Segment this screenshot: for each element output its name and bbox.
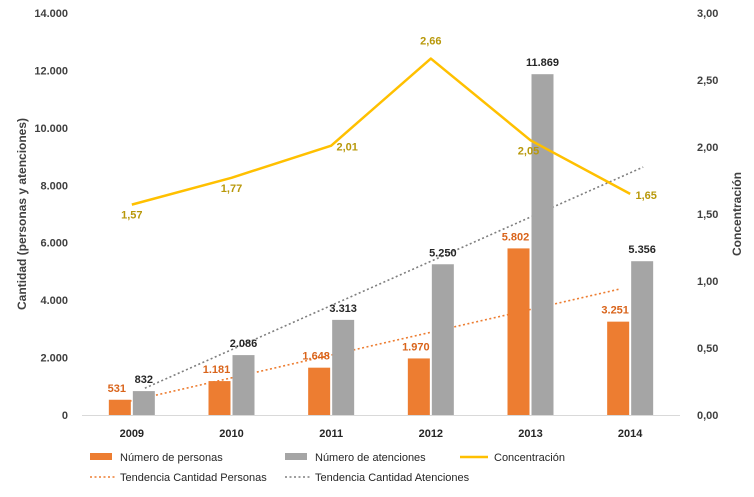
data-label-atenciones: 11.869 (526, 57, 559, 69)
legend-label: Número de atenciones (315, 452, 426, 464)
bar-atenciones (232, 355, 255, 415)
data-label-personas: 5.802 (502, 231, 530, 243)
legend-swatch (285, 453, 307, 460)
data-label-concentracion: 2,01 (336, 142, 357, 154)
y-left-tick-label: 4.000 (40, 295, 68, 307)
bar-personas (407, 358, 430, 415)
bars (108, 74, 654, 416)
x-tick-label: 2012 (419, 428, 443, 440)
data-label-atenciones: 5.356 (628, 244, 656, 256)
data-labels: 531 832 1.181 2.086 1.648 3.313 1.970 5.250 5.80… (108, 36, 657, 395)
bar-personas (108, 399, 131, 415)
bar-atenciones (132, 391, 155, 415)
y-right-tick-label: 0,50 (697, 343, 718, 355)
y-left-axis-title: Cantidad (personas y atenciones) (15, 118, 29, 310)
y-right-tick-label: 1,00 (697, 276, 718, 288)
y-right-axis-title: Concentración (730, 172, 744, 256)
y-left-tick-label: 14.000 (34, 8, 68, 20)
axes: 0 2.000 4.000 6.000 8.000 10.000 12.000 14.000 0… (15, 8, 744, 440)
y-left-tick-label: 0 (62, 410, 68, 422)
y-left-tick-label: 8.000 (40, 180, 68, 192)
y-right-tick-label: 3,00 (697, 8, 718, 20)
x-tick-label: 2013 (518, 428, 542, 440)
bar-personas (308, 367, 331, 415)
y-left-tick-label: 2.000 (40, 353, 68, 365)
bar-personas (507, 248, 530, 415)
concentration-line (131, 57, 631, 206)
legend: Número de personas Número de atenciones Co… (90, 452, 565, 484)
data-label-concentracion: 1,77 (221, 183, 242, 195)
data-label-atenciones: 3.313 (329, 303, 357, 315)
data-label-concentracion: 1,57 (121, 210, 142, 222)
data-label-personas: 1.648 (302, 351, 330, 363)
y-right-tick-label: 0,00 (697, 410, 718, 422)
bar-atenciones (531, 74, 554, 416)
data-label-concentracion: 2,66 (420, 36, 441, 48)
y-left-tick-label: 12.000 (34, 65, 68, 77)
concentration-polyline (131, 57, 631, 206)
y-left-tick-label: 10.000 (34, 123, 68, 135)
legend-label: Concentración (494, 452, 565, 464)
y-right-tick-label: 2,00 (697, 142, 718, 154)
y-right-tick-label: 1,50 (697, 209, 718, 221)
bar-personas (607, 321, 630, 415)
x-tick-label: 2009 (120, 428, 144, 440)
y-left-tick-label: 6.000 (40, 238, 68, 250)
data-label-personas: 1.970 (402, 341, 430, 353)
x-tick-label: 2010 (219, 428, 243, 440)
data-label-atenciones: 2.086 (230, 338, 258, 350)
data-label-concentracion: 2,05 (518, 145, 539, 157)
x-tick-label: 2014 (618, 428, 643, 440)
data-label-concentracion: 1,65 (635, 190, 656, 202)
trendlines (120, 166, 644, 404)
legend-swatch (90, 453, 112, 460)
data-label-personas: 531 (108, 383, 126, 395)
trendline-atenciones (144, 166, 644, 389)
data-label-atenciones: 5.250 (429, 247, 457, 259)
legend-label: Número de personas (120, 452, 223, 464)
x-tick-label: 2011 (319, 428, 343, 440)
data-label-atenciones: 832 (135, 374, 153, 386)
legend-label: Tendencia Cantidad Atenciones (315, 472, 470, 484)
bar-atenciones (431, 264, 454, 415)
bar-atenciones (631, 261, 654, 415)
data-label-personas: 1.181 (203, 364, 231, 376)
bar-atenciones (332, 319, 355, 415)
legend-label: Tendencia Cantidad Personas (120, 472, 267, 484)
data-label-personas: 3.251 (601, 305, 629, 317)
bar-personas (208, 381, 231, 415)
y-right-tick-label: 2,50 (697, 75, 718, 87)
